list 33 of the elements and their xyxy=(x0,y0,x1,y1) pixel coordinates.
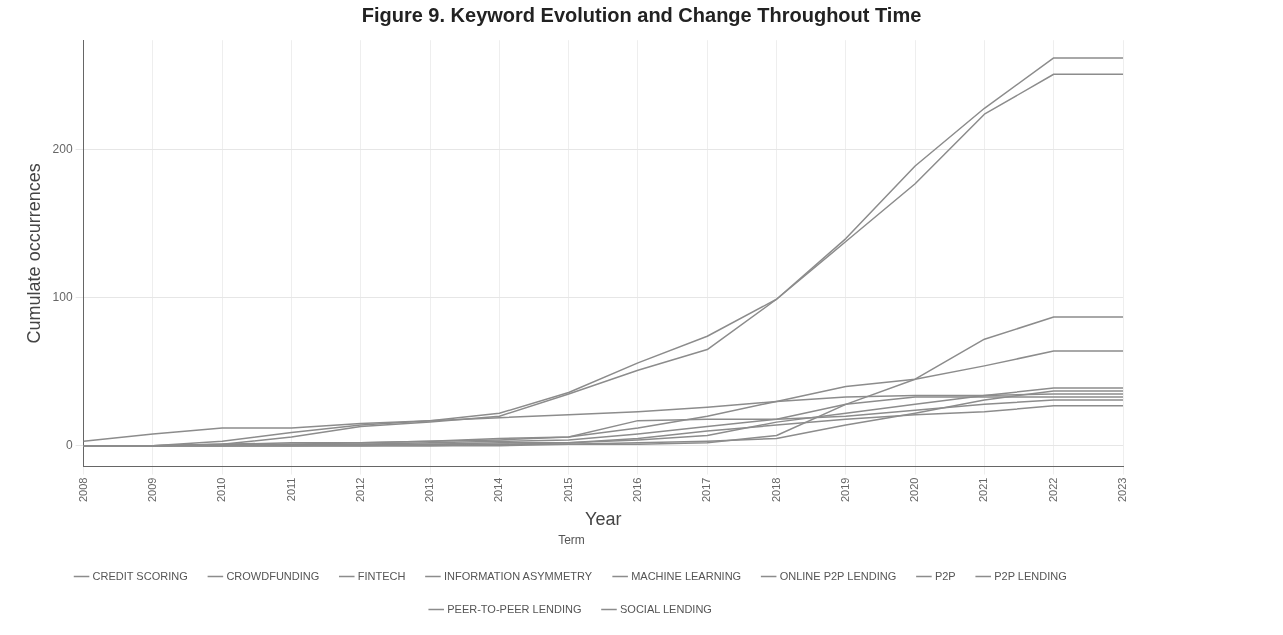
legend-label: CROWDFUNDING xyxy=(226,569,320,582)
x-tick-label: 2022 xyxy=(1046,477,1059,503)
legend-label: MACHINE LEARNING xyxy=(631,569,742,582)
x-tick-label: 2008 xyxy=(76,477,89,503)
chart-title: Figure 9. Keyword Evolution and Change Throughout Time xyxy=(360,3,923,28)
legend-label: INFORMATION ASYMMETRY xyxy=(443,569,593,582)
legend-label: P2P xyxy=(934,569,956,582)
x-tick-label: 2019 xyxy=(838,477,851,503)
legend-title: Term xyxy=(558,532,585,547)
x-tick-label: 2020 xyxy=(908,477,921,503)
x-tick-label: 2011 xyxy=(284,477,297,502)
legend-label: FINTECH xyxy=(357,569,406,582)
x-tick-label: 2018 xyxy=(769,477,782,503)
x-tick-label: 2013 xyxy=(423,477,436,503)
x-axis-title: Year xyxy=(585,508,622,529)
y-tick-label: 0 xyxy=(65,438,73,453)
x-tick-label: 2021 xyxy=(977,477,990,503)
legend-label: CREDIT SCORING xyxy=(92,569,188,582)
x-tick-label: 2017 xyxy=(700,477,713,503)
legend-label: SOCIAL LENDING xyxy=(619,602,712,615)
x-tick-label: 2023 xyxy=(1116,477,1129,503)
y-tick-label: 100 xyxy=(52,290,73,305)
y-tick-label: 200 xyxy=(52,142,73,157)
x-tick-label: 2012 xyxy=(353,477,366,503)
x-tick-label: 2016 xyxy=(630,477,643,503)
x-tick-label: 2010 xyxy=(215,477,228,503)
x-tick-label: 2009 xyxy=(145,477,158,503)
legend-label: P2P LENDING xyxy=(994,569,1067,582)
y-axis-title: Cumulate occurrences xyxy=(23,163,44,344)
legend-label: PEER-TO-PEER LENDING xyxy=(447,602,582,615)
x-tick-label: 2015 xyxy=(561,477,574,503)
legend-label: ONLINE P2P LENDING xyxy=(779,569,897,582)
x-tick-label: 2014 xyxy=(492,477,505,503)
